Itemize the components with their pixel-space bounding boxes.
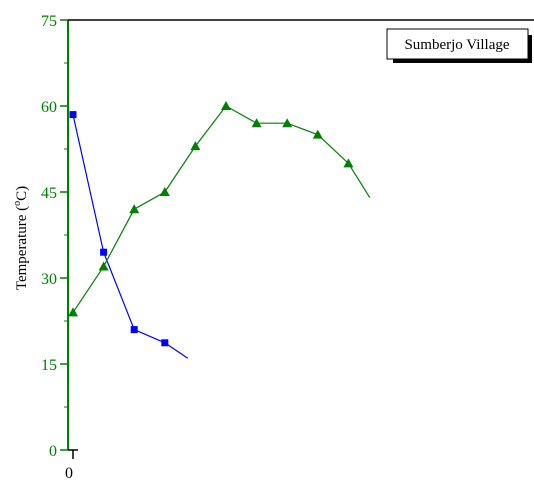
y-tick-label: 75	[41, 13, 57, 30]
data-point-square	[69, 111, 77, 119]
data-point-triangle	[68, 307, 78, 317]
data-point-square	[161, 339, 169, 347]
data-point-triangle	[282, 118, 293, 128]
y-axis-ticks: 0 15 30 45 60 75	[41, 13, 68, 460]
data-point-triangle	[129, 204, 140, 214]
legend: Sumberjo Village	[386, 28, 532, 63]
data-point-triangle	[312, 129, 323, 139]
y-tick-label: 0	[49, 443, 57, 460]
series-square	[69, 111, 189, 359]
x-tick-label: 0	[65, 465, 73, 482]
y-tick-label: 30	[41, 271, 57, 288]
data-point-triangle	[190, 141, 201, 151]
axes	[67, 19, 534, 450]
data-point-triangle	[251, 118, 262, 128]
y-tick-label: 60	[41, 99, 57, 116]
series-triangle	[68, 101, 371, 317]
data-point-triangle	[98, 261, 109, 271]
x-axis-ticks: 0	[65, 449, 78, 482]
data-point-square	[130, 326, 138, 334]
y-axis-title: Temperature (oC)	[12, 186, 30, 290]
series-line	[72, 105, 371, 313]
y-tick-label: 45	[41, 185, 57, 202]
legend-box	[386, 28, 529, 60]
data-point-triangle	[221, 101, 231, 110]
series-layer	[68, 101, 371, 359]
data-point-triangle	[343, 158, 354, 168]
data-point-triangle	[159, 187, 170, 196]
data-point-square	[100, 248, 108, 256]
y-tick-label: 15	[41, 357, 57, 374]
legend-label: Sumberjo Village	[404, 37, 509, 53]
series-line	[72, 114, 189, 359]
